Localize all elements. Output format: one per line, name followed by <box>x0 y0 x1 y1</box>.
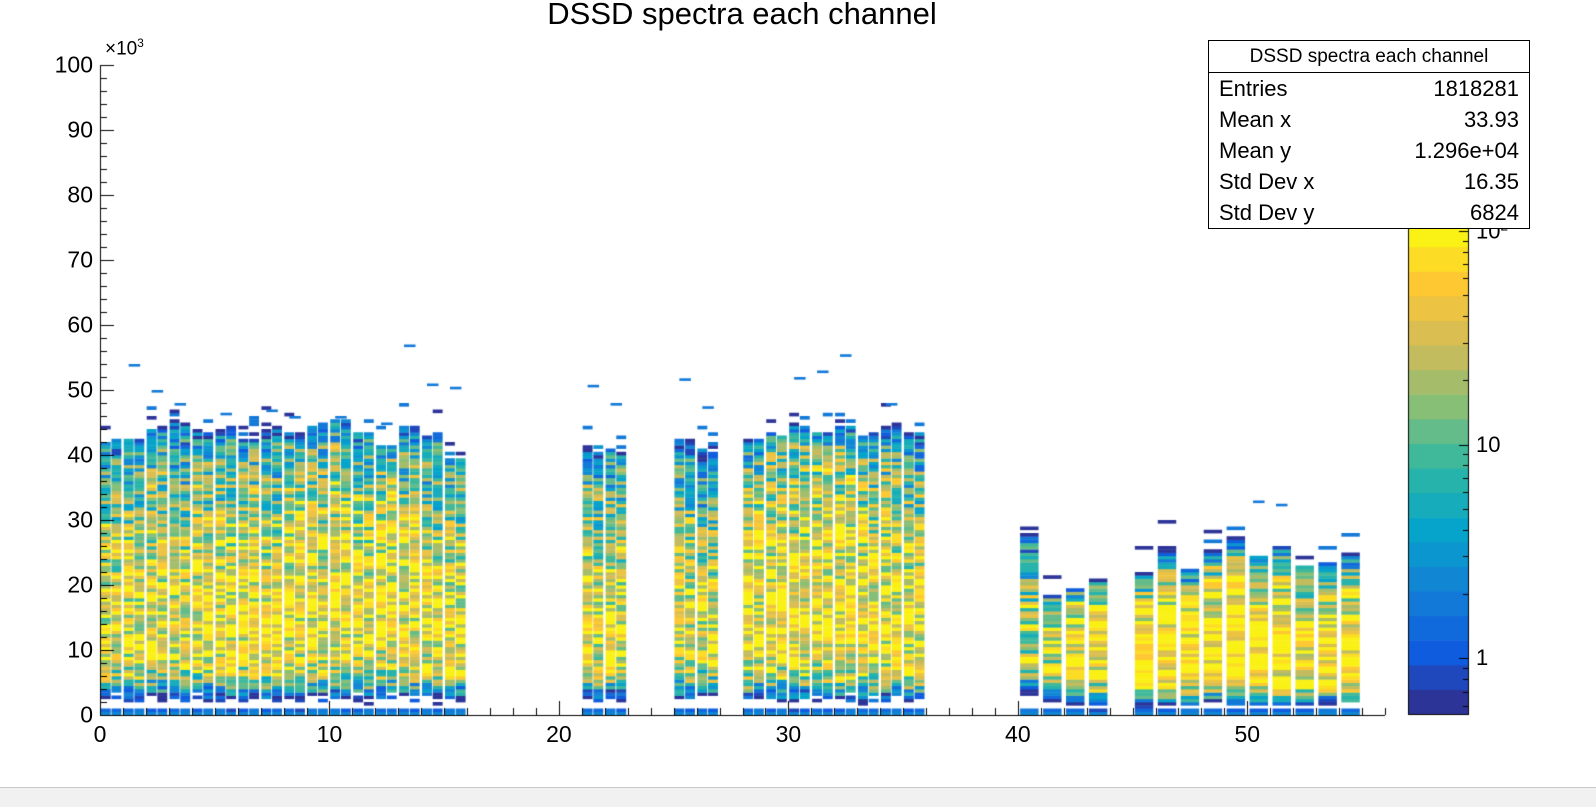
y-tick-label: 60 <box>67 311 93 338</box>
y-tick-label: 30 <box>67 506 93 533</box>
z-tick-label: 10 <box>1476 431 1501 457</box>
x-tick-label: 30 <box>775 721 802 747</box>
stats-label: Mean x <box>1219 107 1292 132</box>
x-tick-label: 50 <box>1234 721 1261 747</box>
y-tick-label: 90 <box>67 116 93 143</box>
stats-row-entries: Entries 1818281 <box>1209 73 1529 104</box>
stats-value: 1.296e+04 <box>1414 138 1519 163</box>
stats-label: Std Dev y <box>1219 200 1315 225</box>
y-tick-label: 70 <box>67 246 93 273</box>
stats-row-mean-x: Mean x 33.93 <box>1209 104 1529 135</box>
stats-label: Entries <box>1219 76 1288 101</box>
window-bottom-strip <box>0 787 1596 807</box>
stats-box: DSSD spectra each channel Entries 181828… <box>1208 40 1530 229</box>
stats-value: 16.35 <box>1463 169 1519 194</box>
stats-title: DSSD spectra each channel <box>1209 41 1529 73</box>
y-tick-label: 80 <box>67 181 93 208</box>
y-tick-label: 10 <box>67 636 93 663</box>
z-tick-label: 1 <box>1476 645 1489 671</box>
stats-value: 33.93 <box>1463 107 1519 132</box>
x-tick-label: 40 <box>1005 721 1031 747</box>
stats-row-std-dev-x: Std Dev x 16.35 <box>1209 166 1529 197</box>
y-tick-label: 20 <box>67 571 93 598</box>
stats-value: 1818281 <box>1433 76 1519 101</box>
x-tick-label: 20 <box>546 721 572 747</box>
y-tick-label: 0 <box>80 701 93 728</box>
x-tick-label: 10 <box>316 721 343 747</box>
stats-label: Std Dev x <box>1219 169 1315 194</box>
y-axis-exponent: ×103 <box>105 37 144 60</box>
y-tick-label: 100 <box>54 51 93 78</box>
y-tick-label: 50 <box>67 376 93 403</box>
x-tick-label: 0 <box>93 721 107 747</box>
stats-row-std-dev-y: Std Dev y 6824 <box>1209 197 1529 228</box>
stats-row-mean-y: Mean y 1.296e+04 <box>1209 135 1529 166</box>
y-tick-label: 40 <box>67 441 93 468</box>
stats-label: Mean y <box>1219 138 1292 163</box>
stats-value: 6824 <box>1470 200 1519 225</box>
